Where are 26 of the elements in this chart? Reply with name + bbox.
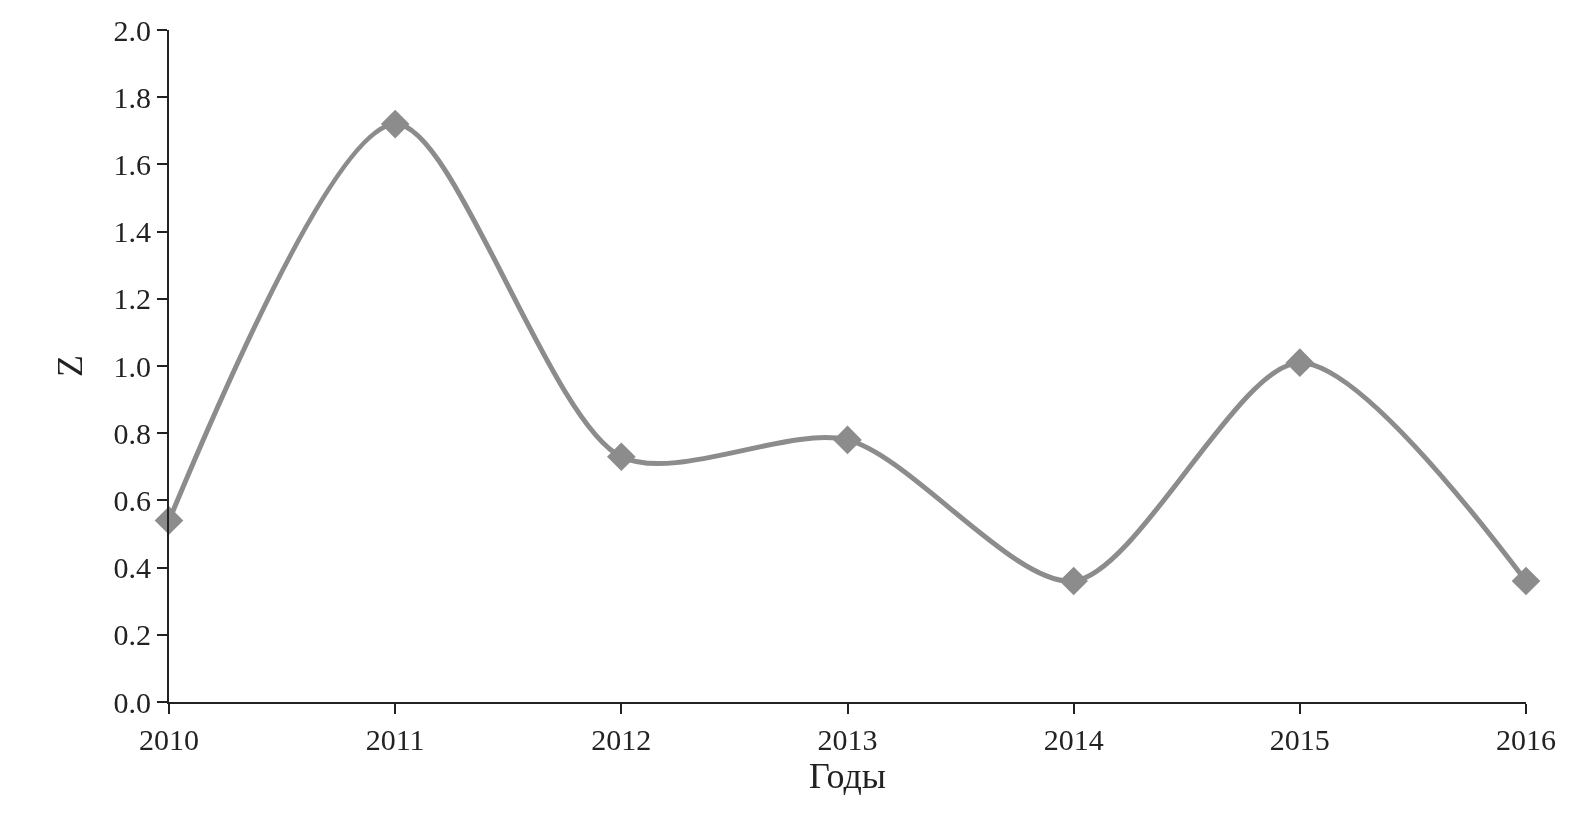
y-axis-title: Z [49,355,90,377]
y-tick-label: 2.0 [113,13,151,47]
y-tick-label: 0.8 [113,416,151,450]
point [607,442,636,472]
point [1059,566,1088,596]
x-axis-title: Годы [808,756,887,796]
y-tick-label: 0.6 [113,483,151,517]
y-tick-label: 1.2 [113,282,151,316]
point [1511,566,1541,596]
x-tick-label: 2013 [817,723,878,756]
x-tick-label: 2016 [1496,723,1556,756]
y-tick-label: 0.2 [113,618,151,652]
y-tick-label: 1.6 [113,147,151,181]
y-tick-label: 1.0 [113,349,151,383]
x-tick-label: 2012 [591,723,652,756]
point [380,109,410,139]
point [833,425,862,455]
x-tick-label: 2011 [365,723,425,756]
x-tick-label: 2014 [1043,723,1104,756]
x-tick-label: 2015 [1269,723,1330,756]
point [1285,348,1315,377]
y-tick-label: 1.8 [113,80,151,114]
y-tick-label: 0.4 [113,551,151,585]
x-tick-label: 2010 [139,723,199,756]
y-tick-label: 0.0 [113,685,151,719]
y-tick-label: 1.4 [113,215,151,249]
